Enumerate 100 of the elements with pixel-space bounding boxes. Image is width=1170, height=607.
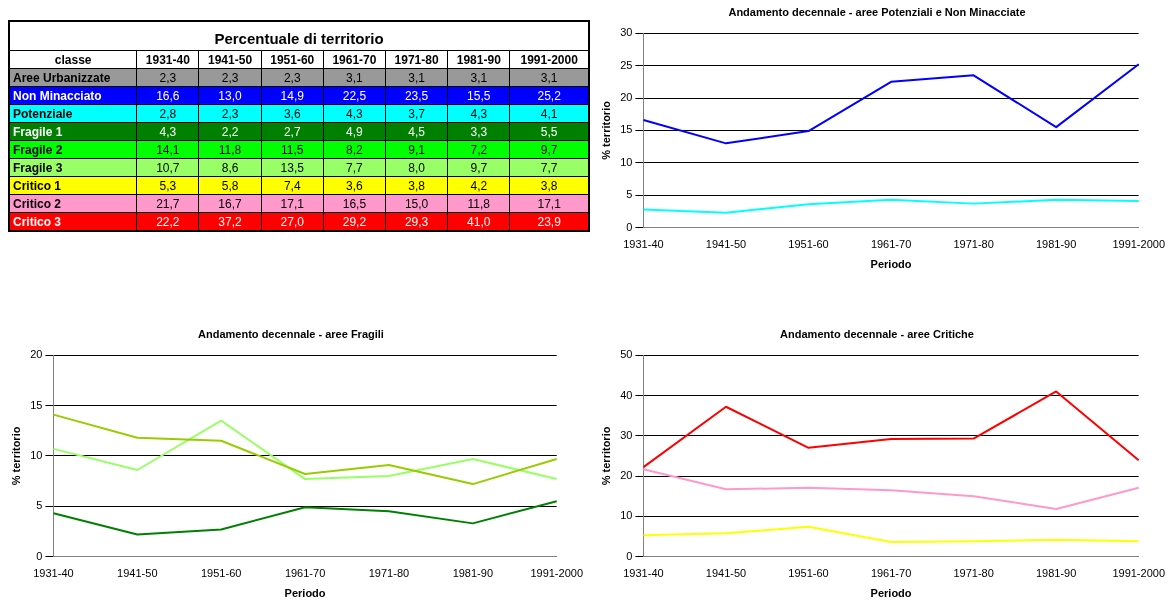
x-tick-label: 1991-2000: [1112, 567, 1165, 580]
category-label: Non Minacciato: [13, 88, 102, 103]
text: 3,7: [408, 106, 425, 121]
x-tick-label: 1941-50: [705, 238, 747, 251]
text: 23,9: [537, 214, 561, 229]
text: 2,8: [159, 106, 177, 121]
x-tick-label: 1981-90: [1035, 567, 1077, 580]
chart-title: Andamento decennale - aree Critiche: [780, 327, 974, 340]
text: 3,1: [470, 70, 488, 85]
y-tick-label: 10: [620, 509, 633, 522]
text: 9,1: [408, 142, 425, 157]
text: 4,2: [470, 178, 488, 193]
text: 4,5: [408, 124, 425, 139]
text: 8,0: [408, 160, 425, 175]
y-tick-label: 10: [30, 448, 43, 461]
x-tick-label: 1991-2000: [530, 567, 583, 580]
chart-title: Andamento decennale - aree Potenziali e Non Minacciate: [728, 5, 1026, 18]
text: 23,5: [404, 88, 429, 103]
x-tick-label: 1971-80: [368, 567, 410, 580]
text: 2,3: [159, 70, 177, 85]
text: 14,1: [156, 142, 180, 157]
text: 7,7: [346, 160, 363, 175]
text: 9,7: [470, 160, 488, 175]
text: 2,3: [221, 70, 239, 85]
text: 5,8: [221, 178, 239, 193]
text: 22,2: [156, 214, 180, 229]
text: 8,2: [346, 142, 363, 157]
text: 5,5: [540, 124, 558, 139]
text: 11,8: [218, 142, 242, 157]
y-tick-label: 30: [620, 428, 633, 441]
text: 2,2: [221, 124, 239, 139]
text: 16,5: [342, 196, 367, 211]
category-label: Critico 1: [13, 178, 62, 193]
text: 4,9: [346, 124, 363, 139]
text: 7,4: [283, 178, 301, 193]
text: 3,1: [408, 70, 425, 85]
x-tick-label: 1971-80: [953, 238, 994, 251]
text: 21,7: [156, 196, 180, 211]
category-label: 1931-40: [136, 50, 199, 69]
category-label: 1951-60: [261, 50, 324, 69]
text: 3,8: [540, 178, 558, 193]
text: Percentuale di territorio: [9, 21, 589, 51]
text: 3,1: [346, 70, 363, 85]
x-axis-title: Periodo: [870, 587, 912, 600]
x-tick-label: 1981-90: [1035, 238, 1077, 251]
text: 10,7: [156, 160, 180, 175]
text: 16,6: [156, 88, 180, 103]
y-tick-label: 20: [620, 469, 633, 482]
x-tick-label: 1951-60: [788, 238, 829, 251]
x-tick-label: 1931-40: [33, 567, 74, 580]
category-label: 1941-50: [198, 50, 262, 69]
text: 5,3: [159, 178, 177, 193]
text: 17,1: [537, 196, 561, 211]
text: 29,3: [404, 214, 429, 229]
x-tick-label: 1931-40: [623, 238, 664, 251]
text: 4,1: [540, 106, 558, 121]
y-tick-label: 20: [620, 91, 633, 104]
x-tick-label: 1981-90: [452, 567, 494, 580]
category-label: 1971-80: [385, 50, 448, 69]
text: 8,6: [221, 160, 239, 175]
category-label: Critico 2: [13, 196, 62, 211]
text: 4,3: [346, 106, 363, 121]
y-axis-title: % territorio: [599, 100, 612, 160]
category-label: 1961-70: [323, 50, 386, 69]
text: 15,5: [467, 88, 491, 103]
text: 7,2: [470, 142, 488, 157]
x-tick-label: 1941-50: [117, 567, 158, 580]
text: 22,5: [342, 88, 367, 103]
x-tick-label: 1951-60: [788, 567, 829, 580]
category-label: 1981-90: [447, 50, 510, 69]
y-axis-title: % territorio: [9, 426, 22, 486]
x-tick-label: 1951-60: [201, 567, 242, 580]
text: 13,0: [218, 88, 242, 103]
text: 2,3: [221, 106, 239, 121]
text: 3,6: [346, 178, 363, 193]
text: 2,3: [283, 70, 301, 85]
y-tick-label: 10: [620, 155, 633, 168]
category-label: Aree Urbanizzate: [13, 70, 111, 85]
x-axis-title: Periodo: [284, 587, 326, 600]
text: 11,8: [467, 196, 491, 211]
text: 15,0: [404, 196, 429, 211]
x-axis-title: Periodo: [870, 258, 912, 271]
text: 2,7: [283, 124, 301, 139]
text: 27,0: [280, 214, 304, 229]
text: 13,5: [280, 160, 304, 175]
text: 4,3: [159, 124, 177, 139]
x-tick-label: 1931-40: [623, 567, 664, 580]
text: 41,0: [467, 214, 491, 229]
text: 14,9: [280, 88, 304, 103]
y-tick-label: 30: [620, 26, 633, 39]
x-tick-label: 1991-2000: [1112, 238, 1165, 251]
x-tick-label: 1941-50: [705, 567, 747, 580]
text: 7,7: [540, 160, 558, 175]
text: 3,6: [283, 106, 301, 121]
category-label: Fragile 3: [13, 160, 63, 175]
chart-title: Andamento decennale - aree Fragili: [198, 327, 384, 340]
y-tick-label: 25: [620, 58, 633, 71]
text: 3,3: [470, 124, 488, 139]
y-tick-label: 50: [620, 348, 633, 361]
category-label: 1991-2000: [509, 50, 589, 69]
